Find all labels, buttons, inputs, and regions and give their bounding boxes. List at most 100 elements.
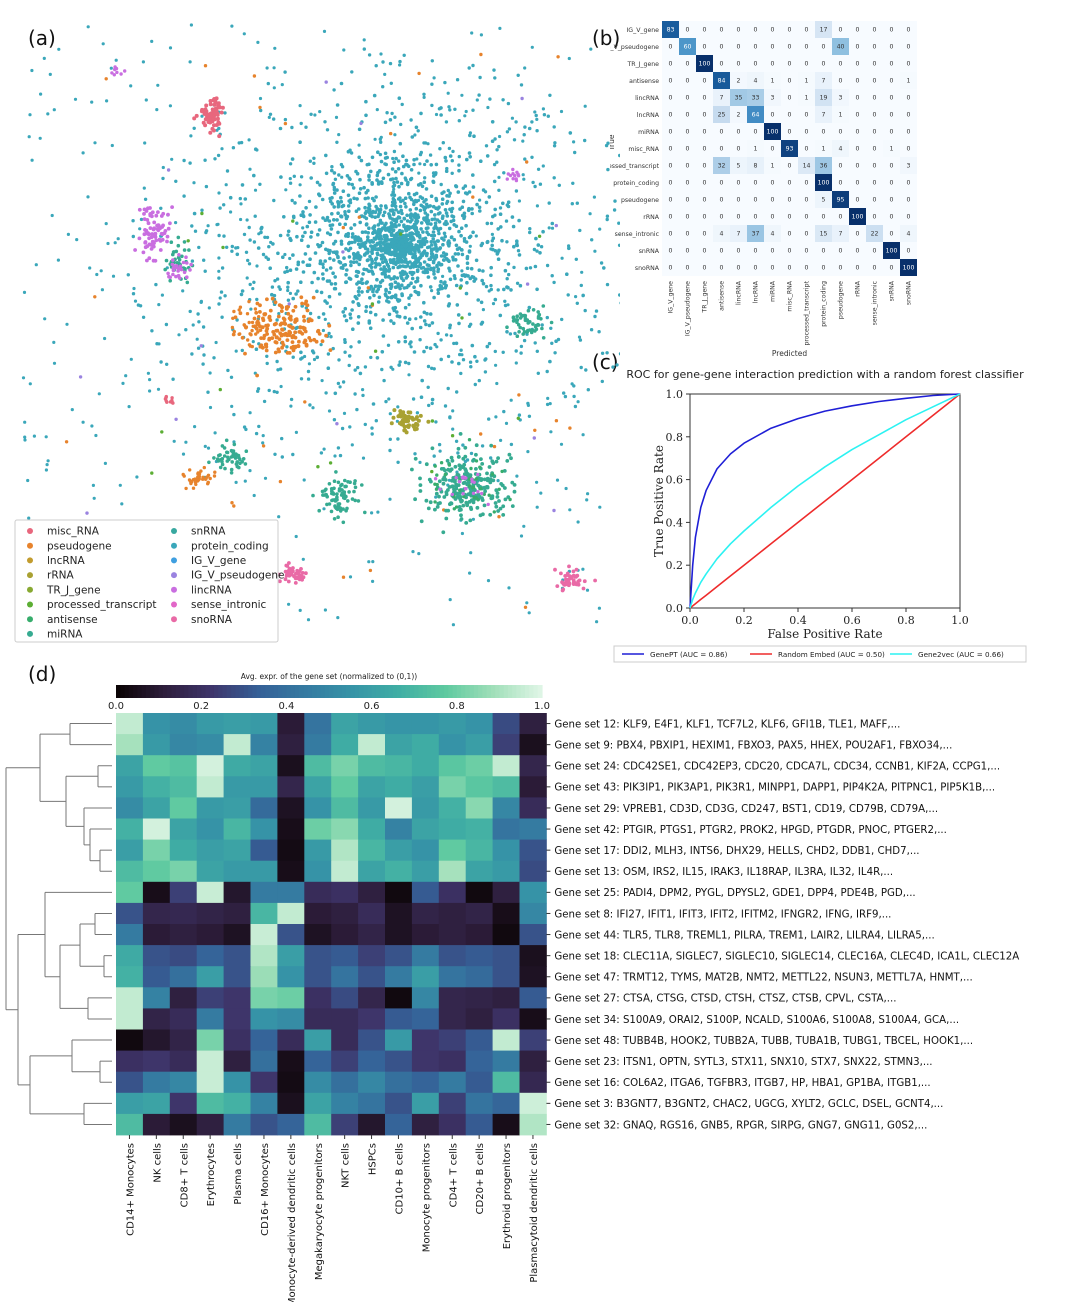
matrix-cell xyxy=(883,72,900,89)
heatmap-cell xyxy=(438,818,467,840)
scatter-point xyxy=(321,262,325,267)
scatter-point xyxy=(235,464,240,469)
scatter-point xyxy=(150,329,154,333)
scatter-point xyxy=(426,419,431,424)
scatter-point xyxy=(434,487,439,491)
scatter-point xyxy=(422,207,427,212)
scatter-point xyxy=(423,162,427,167)
matrix-cell xyxy=(747,174,764,191)
scatter-point xyxy=(503,486,507,490)
scatter-point xyxy=(217,302,221,306)
scatter-point xyxy=(570,202,574,206)
scatter-point xyxy=(283,577,288,582)
scatter-point xyxy=(442,475,447,480)
heatmap-cell xyxy=(438,1071,467,1094)
scatter-point xyxy=(338,260,343,265)
scatter-point xyxy=(146,371,150,375)
scatter-point xyxy=(479,487,483,491)
scatter-point xyxy=(441,141,445,145)
scatter-point xyxy=(349,263,353,268)
scatter-point xyxy=(536,167,541,171)
scatter-point xyxy=(292,215,296,220)
scatter-point xyxy=(392,275,397,279)
scatter-point xyxy=(380,181,384,185)
scatter-point xyxy=(158,248,163,252)
scatter-point xyxy=(375,277,379,282)
scatter-point xyxy=(492,68,496,72)
heatmap-cell xyxy=(492,924,520,946)
scatter-point xyxy=(430,397,435,402)
scatter-point xyxy=(547,201,551,205)
scatter-point xyxy=(496,227,501,231)
scatter-point xyxy=(457,505,462,509)
scatter-point xyxy=(73,97,78,101)
scatter-point xyxy=(515,314,519,319)
scatter-point xyxy=(556,55,560,59)
heatmap-cell xyxy=(465,1092,493,1115)
matrix-value: 0 xyxy=(890,44,894,51)
scatter-point xyxy=(398,141,403,146)
scatter-point xyxy=(339,239,344,244)
scatter-point xyxy=(374,247,379,251)
scatter-point xyxy=(232,504,236,508)
heatmap-cell xyxy=(492,966,520,988)
matrix-value: 0 xyxy=(907,61,911,68)
heatmap-cell xyxy=(331,797,359,819)
scatter-point xyxy=(457,163,461,167)
scatter-point xyxy=(474,443,479,448)
scatter-point xyxy=(399,122,403,127)
scatter-point xyxy=(469,493,474,498)
scatter-point xyxy=(463,274,467,278)
scatter-point xyxy=(265,326,270,331)
scatter-point xyxy=(483,489,487,494)
scatter-point xyxy=(306,377,311,381)
matrix-cell xyxy=(662,38,679,55)
scatter-point xyxy=(258,105,262,110)
scatter-point xyxy=(287,561,291,565)
scatter-point xyxy=(432,226,436,230)
matrix-value: 0 xyxy=(771,27,775,34)
row-label: misc_RNA xyxy=(628,146,659,153)
scatter-point xyxy=(576,582,581,587)
scatter-point xyxy=(194,113,199,118)
scatter-point xyxy=(450,214,454,218)
matrix-cell xyxy=(730,242,747,259)
colorbar-segment xyxy=(405,685,411,698)
scatter-point xyxy=(392,183,397,188)
scatter-point xyxy=(533,110,537,114)
scatter-point xyxy=(430,217,435,222)
colorbar-tick: 0.2 xyxy=(193,701,209,712)
scatter-point xyxy=(445,194,449,198)
scatter-point xyxy=(384,233,389,238)
scatter-point xyxy=(546,396,550,400)
heatmap-cell xyxy=(142,924,171,946)
scatter-point xyxy=(316,329,320,334)
scatter-point xyxy=(471,500,476,505)
scatter-point xyxy=(356,253,361,257)
scatter-point xyxy=(370,432,374,436)
scatter-point xyxy=(593,249,597,253)
scatter-point xyxy=(373,257,378,262)
scatter-point xyxy=(186,239,190,243)
scatter-point xyxy=(598,505,602,509)
scatter-point xyxy=(465,472,470,477)
heatmap-cell xyxy=(223,713,251,735)
scatter-point xyxy=(356,289,361,294)
scatter-point xyxy=(517,413,522,417)
scatter-point xyxy=(435,505,440,509)
scatter-point xyxy=(356,270,361,275)
heatmap-cell xyxy=(142,839,171,862)
scatter-point xyxy=(392,198,397,203)
scatter-point xyxy=(422,349,426,354)
scatter-point xyxy=(533,428,537,432)
scatter-point xyxy=(236,453,241,458)
scatter-point xyxy=(200,114,204,118)
heatmap-cell xyxy=(304,1008,332,1030)
scatter-point xyxy=(347,182,351,186)
scatter-point xyxy=(258,182,262,186)
heatmap-cell xyxy=(492,1092,520,1115)
heatmap-cell xyxy=(438,1050,467,1073)
matrix-value: 0 xyxy=(856,78,860,85)
scatter-point xyxy=(357,262,362,267)
colorbar-segment xyxy=(469,685,475,698)
